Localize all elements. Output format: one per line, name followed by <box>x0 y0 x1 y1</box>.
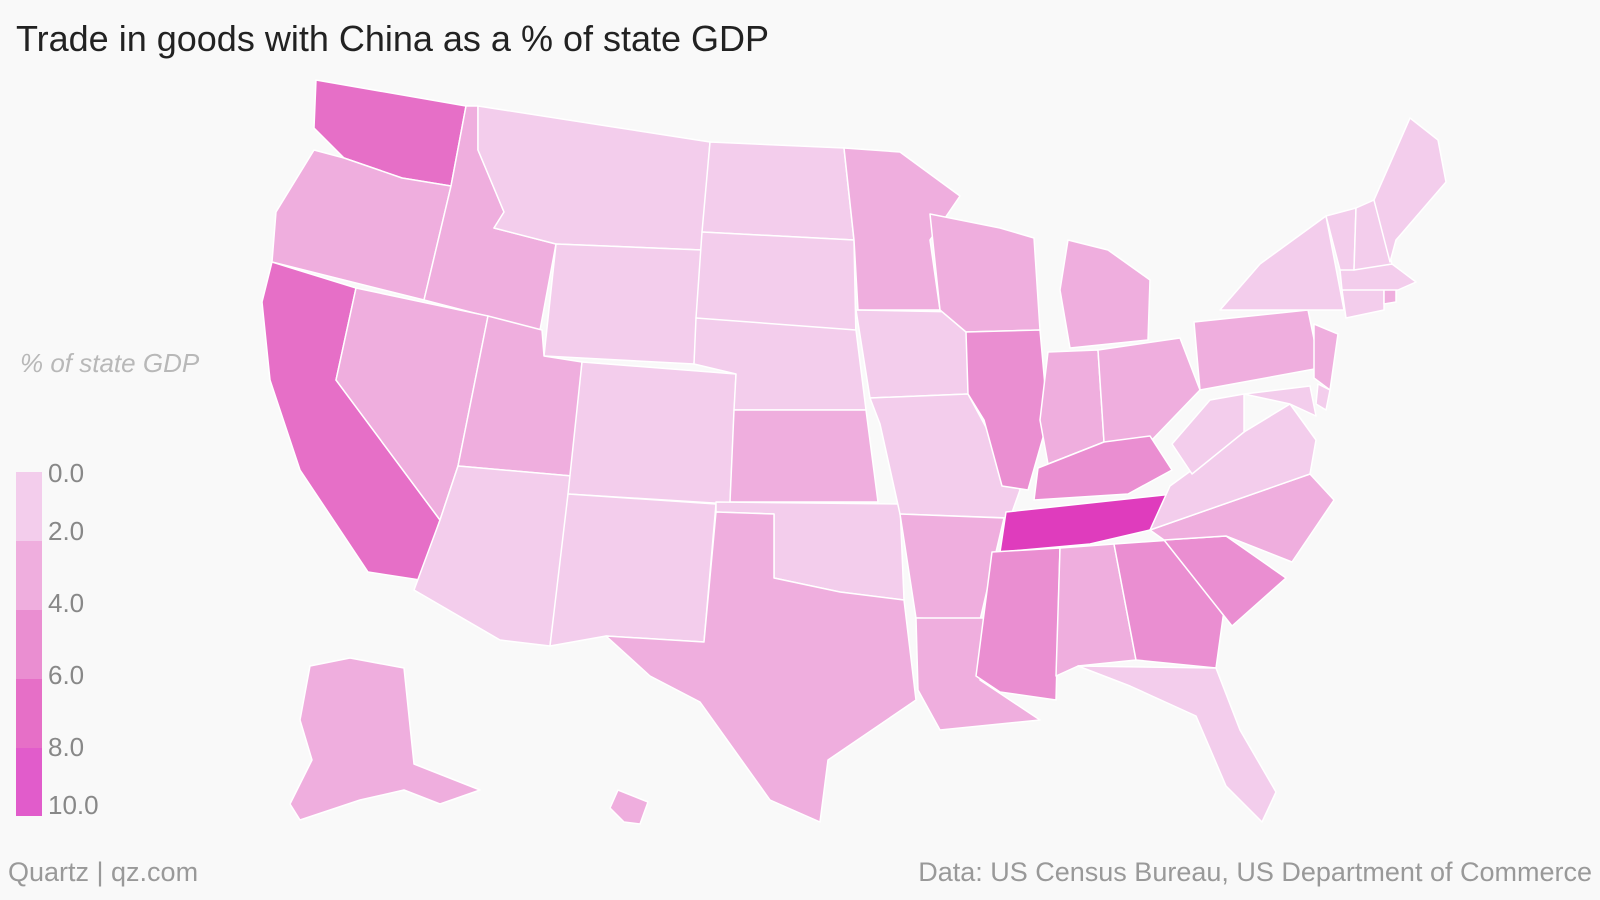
state-maine <box>1373 117 1447 263</box>
legend-color-ramp <box>16 472 42 816</box>
state-maryland <box>1243 385 1317 417</box>
legend-swatch <box>16 610 42 679</box>
legend-swatch <box>16 679 42 748</box>
state-new-hampshire <box>1353 199 1393 271</box>
state-north-dakota <box>701 141 855 241</box>
credit-text: Quartz | qz.com <box>8 857 199 887</box>
legend-title: % of state GDP <box>20 348 200 378</box>
state-connecticut <box>1341 285 1385 319</box>
state-pennsylvania <box>1193 309 1321 391</box>
map-legend: % of state GDP 0.0 2.0 4.0 6.0 8.0 10.0 <box>0 334 240 900</box>
legend-tick-label: 6.0 <box>48 660 85 690</box>
state-new-mexico <box>549 493 717 647</box>
state-tennessee <box>999 491 1193 553</box>
state-new-jersey <box>1313 323 1339 391</box>
legend-tick-label: 10.0 <box>48 790 99 820</box>
state-colorado <box>567 361 737 505</box>
state-kentucky <box>1033 435 1173 501</box>
state-hawaii <box>609 789 649 825</box>
state-mississippi <box>975 547 1061 701</box>
state-delaware <box>1315 383 1331 411</box>
state-kansas <box>729 409 879 503</box>
state-texas <box>605 511 917 823</box>
state-florida <box>1077 665 1277 823</box>
legend-swatch <box>16 541 42 610</box>
state-wisconsin <box>929 213 1041 333</box>
state-alaska <box>289 657 481 821</box>
state-wyoming <box>543 243 703 365</box>
state-west-virginia <box>1171 393 1245 475</box>
chart-title: Trade in goods with China as a % of stat… <box>16 18 770 59</box>
legend-swatch <box>16 472 42 541</box>
state-illinois <box>965 329 1049 491</box>
legend-tick-label: 2.0 <box>48 516 85 546</box>
state-alabama <box>1055 543 1137 677</box>
state-minnesota <box>843 147 961 311</box>
legend-tick-label: 8.0 <box>48 732 85 762</box>
legend-tick-label: 4.0 <box>48 588 85 618</box>
legend-swatch <box>16 748 42 816</box>
state-ohio <box>1097 337 1201 443</box>
state-michigan <box>1059 239 1151 349</box>
source-text: Data: US Census Bureau, US Department of… <box>918 857 1592 887</box>
state-montana <box>477 105 711 251</box>
legend-tick-label: 0.0 <box>48 458 85 488</box>
state-new-york <box>1219 215 1345 311</box>
